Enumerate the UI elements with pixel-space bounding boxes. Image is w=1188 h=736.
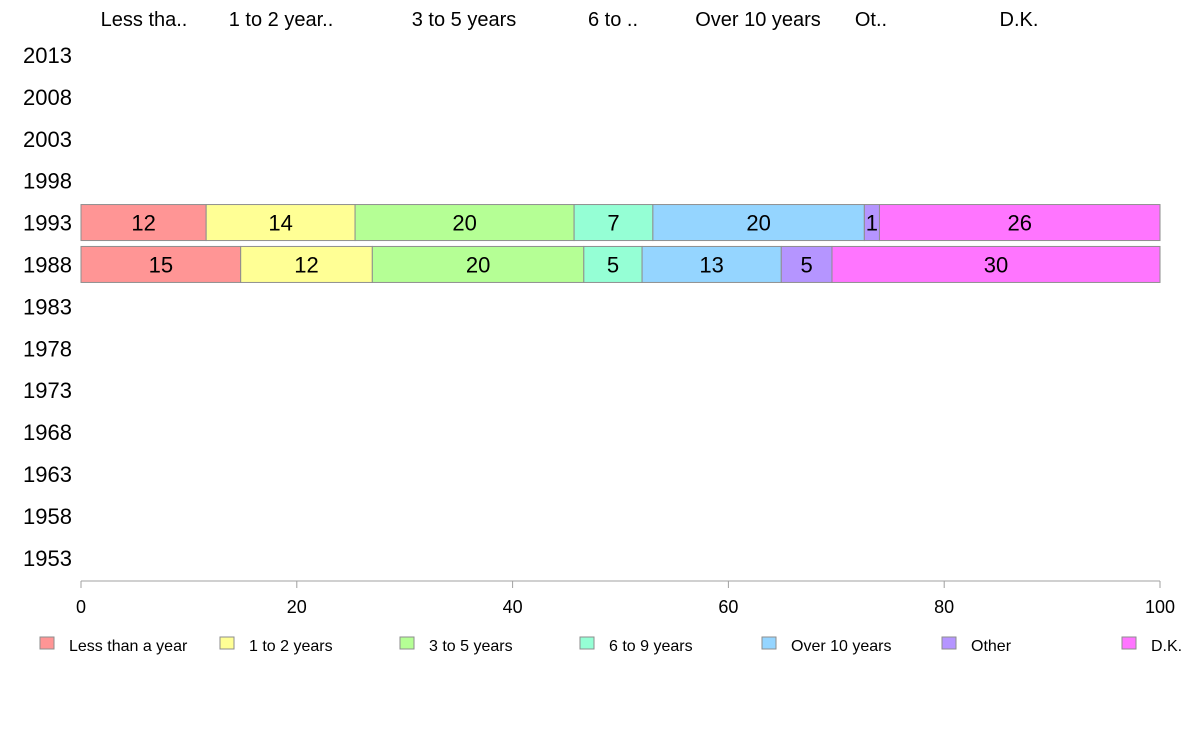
header-label-other: Ot.. <box>855 9 887 31</box>
legend-label-6-to-9-years: 6 to 9 years <box>609 638 693 655</box>
value-label-1993-3-to-5-years: 20 <box>452 211 476 236</box>
bar-1993-less-than-a-year <box>80 204 207 242</box>
value-label-1993-less-than-a-year: 12 <box>131 211 155 236</box>
x-tick-label-60: 60 <box>718 597 738 617</box>
bar-1988-d-k <box>831 245 1161 283</box>
legend-swatch-less-than-a-year <box>39 636 55 650</box>
year-label-1973: 1973 <box>23 378 72 403</box>
year-label-1983: 1983 <box>23 294 72 319</box>
x-tick-label-40: 40 <box>503 597 523 617</box>
x-tick-label-0: 0 <box>76 597 86 617</box>
bar-1988-over-10-years <box>641 245 782 283</box>
x-tick-label-20: 20 <box>287 597 307 617</box>
bar-1988-3-to-5-years <box>371 245 585 283</box>
y-axis-labels: 2013 2008 2003 1998 1993 1988 1983 1978 1973 1968… <box>23 43 72 571</box>
x-axis: 0 20 40 60 80 100 <box>76 580 1175 617</box>
year-label-1998: 1998 <box>23 169 72 194</box>
year-label-1968: 1968 <box>23 420 72 445</box>
year-label-1953: 1953 <box>23 546 72 571</box>
year-label-1958: 1958 <box>23 504 72 529</box>
legend-label-d-k: D.K. <box>1151 638 1182 655</box>
legend-label-1-to-2-years: 1 to 2 years <box>249 638 333 655</box>
value-label-1993-1-to-2-years: 14 <box>268 211 292 236</box>
legend-label-less-than-a-year: Less than a year <box>69 638 188 655</box>
bar-1988-6-to-9-years <box>583 245 643 283</box>
legend-swatch-d-k <box>1121 636 1137 650</box>
bar-1993-3-to-5-years <box>354 204 575 242</box>
value-label-1988-1-to-2-years: 12 <box>294 252 318 277</box>
bar-1988-1-to-2-years <box>240 245 373 283</box>
year-label-2003: 2003 <box>23 127 72 152</box>
legend-swatch-other <box>941 636 957 650</box>
value-label-1993-6-to-9-years: 7 <box>607 211 619 236</box>
header-label-6-to-9-years: 6 to .. <box>588 9 638 31</box>
value-label-1993-over-10-years: 20 <box>746 211 770 236</box>
year-label-2008: 2008 <box>23 85 72 110</box>
year-label-1993: 1993 <box>23 211 72 236</box>
bar-1993-d-k <box>878 204 1161 242</box>
value-label-1988-other: 5 <box>801 252 813 277</box>
bar-1988-other <box>780 245 833 283</box>
header-label-3-to-5-years: 3 to 5 years <box>412 9 517 31</box>
legend-label-other: Other <box>971 638 1012 655</box>
value-label-1988-6-to-9-years: 5 <box>607 252 619 277</box>
legend: Less than a year 1 to 2 years 3 to 5 years… <box>39 636 1182 655</box>
header-label-d-k: D.K. <box>1000 9 1039 31</box>
header-label-less-than-a-year: Less tha.. <box>101 9 188 31</box>
header-label-over-10-years: Over 10 years <box>695 9 821 31</box>
category-header-row: Less tha.. 1 to 2 year.. 3 to 5 years 6 to … <box>101 9 1039 31</box>
value-label-1993-other: 1 <box>866 211 878 236</box>
year-label-1988: 1988 <box>23 252 72 277</box>
bar-1993-1-to-2-years <box>205 204 356 242</box>
legend-swatch-3-to-5-years <box>399 636 415 650</box>
legend-swatch-1-to-2-years <box>219 636 235 650</box>
value-label-1988-3-to-5-years: 20 <box>466 252 490 277</box>
value-label-1988-over-10-years: 13 <box>699 252 723 277</box>
value-label-1988-less-than-a-year: 15 <box>149 252 173 277</box>
x-tick-label-80: 80 <box>934 597 954 617</box>
legend-swatch-6-to-9-years <box>579 636 595 650</box>
value-label-1993-d-k: 26 <box>1007 211 1031 236</box>
legend-swatch-over-10-years <box>761 636 777 650</box>
year-label-1963: 1963 <box>23 462 72 487</box>
year-label-1978: 1978 <box>23 336 72 361</box>
value-label-1988-d-k: 30 <box>984 252 1008 277</box>
x-tick-label-100: 100 <box>1145 597 1175 617</box>
year-label-2013: 2013 <box>23 43 72 68</box>
header-label-1-to-2-years: 1 to 2 year.. <box>229 9 334 31</box>
bar-1993-over-10-years <box>652 204 865 242</box>
legend-label-over-10-years: Over 10 years <box>791 638 891 655</box>
legend-label-3-to-5-years: 3 to 5 years <box>429 638 513 655</box>
